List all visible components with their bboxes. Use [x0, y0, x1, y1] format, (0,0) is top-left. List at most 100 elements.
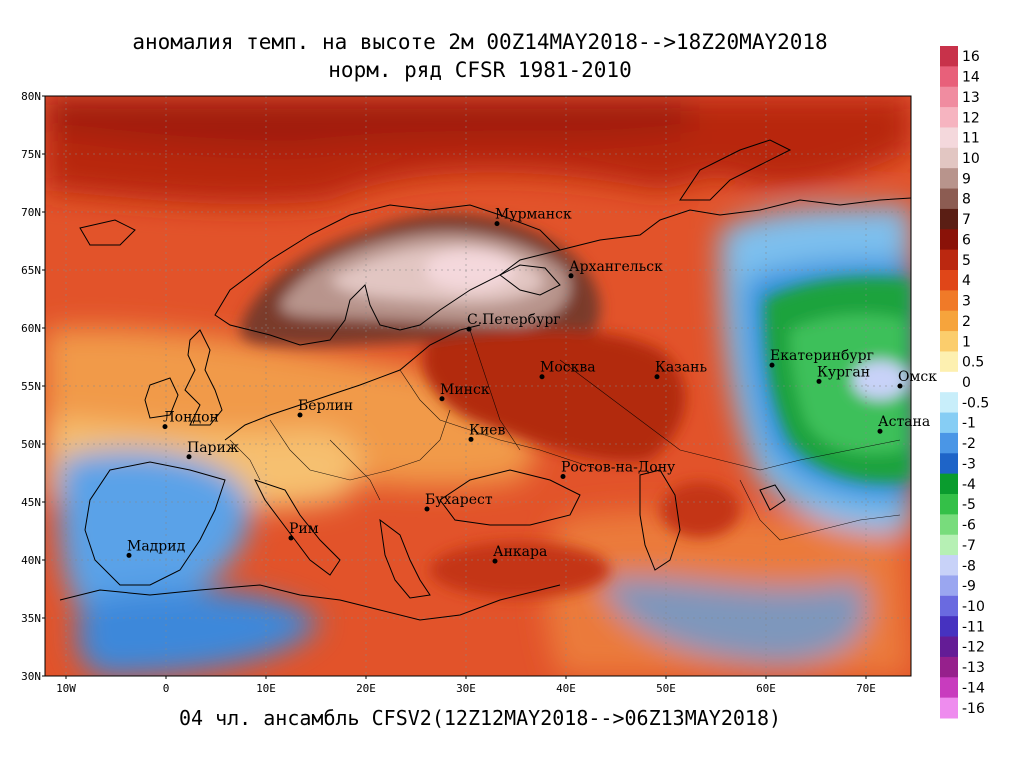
lat-tick-label: 35N [21, 612, 41, 625]
colorbar-label: -9 [962, 579, 976, 595]
city-label: Мурманск [495, 207, 572, 223]
lat-tick-label: 45N [21, 496, 41, 509]
colorbar-swatch [940, 494, 958, 515]
city-marker [297, 412, 303, 418]
lat-tick-label: 40N [21, 554, 41, 567]
colorbar-swatch [940, 514, 958, 536]
anomaly-field [45, 96, 911, 676]
city-marker [816, 378, 822, 384]
lon-tick-label: 10E [256, 682, 276, 695]
colorbar-label: -3 [962, 456, 976, 472]
colorbar-swatch [940, 534, 958, 556]
colorbar-label: 1 [962, 334, 971, 350]
lon-tick-label: 30E [456, 682, 476, 695]
colorbar-label: -6 [962, 518, 976, 534]
lon-tick-label: 40E [556, 682, 576, 695]
colorbar-swatch [940, 677, 958, 699]
city-marker [769, 362, 775, 368]
map-footer: 04 чл. ансамбль CFSV2(12Z12MAY2018-->06Z… [178, 706, 782, 730]
colorbar-label: -8 [962, 558, 976, 574]
colorbar-label: 10 [962, 151, 980, 167]
colorbar-swatch [940, 66, 958, 88]
colorbar-swatch [940, 575, 958, 597]
colorbar-label: -16 [962, 701, 985, 717]
colorbar-swatch [940, 412, 958, 434]
colorbar-swatch [940, 249, 958, 271]
city-marker [568, 273, 574, 279]
city-marker [877, 428, 883, 434]
lon-tick-label: 20E [356, 682, 376, 695]
lat-tick-label: 55N [21, 380, 41, 393]
lon-tick-label: 50E [656, 682, 676, 695]
colorbar-swatch [940, 46, 958, 67]
city-label: Париж [187, 440, 239, 456]
city-label: Архангельск [569, 259, 663, 275]
longitude-axis: 10W 0 10E 20E 30E 40E 50E 60E 70E [56, 676, 876, 695]
colorbar-swatch [940, 331, 958, 352]
city-label: Екатеринбург [770, 348, 874, 364]
colorbar-label: 12 [962, 110, 980, 126]
colorbar-label: 2 [962, 314, 971, 330]
colorbar-label: 11 [962, 131, 980, 147]
lat-tick-label: 80N [21, 90, 41, 103]
city-marker [897, 383, 903, 389]
colorbar-swatch [940, 595, 958, 617]
colorbar-label: -14 [962, 680, 985, 696]
city-label: Москва [540, 360, 596, 376]
city-label: Рим [289, 521, 319, 537]
city-marker [126, 552, 132, 558]
colorbar-label: -2 [962, 436, 976, 452]
colorbar-label: -13 [962, 660, 985, 676]
lat-tick-label: 75N [21, 148, 41, 161]
city-marker [560, 473, 566, 479]
city-labels: Мурманск Архангельск С.Петербург Москва Каза… [126, 207, 937, 564]
city-label: Бухарест [425, 492, 493, 508]
city-marker [162, 424, 168, 430]
colorbar-swatch [940, 208, 958, 230]
colorbar-label: -1 [962, 416, 976, 432]
city-label: Курган [817, 364, 870, 380]
colorbar-label: 0.5 [962, 355, 984, 371]
lat-tick-label: 60N [21, 322, 41, 335]
city-label: Астана [878, 414, 930, 430]
map-title: аномалия темп. на высоте 2м 00Z14MAY2018… [132, 30, 828, 54]
colorbar-swatch [940, 290, 958, 312]
city-marker [654, 374, 660, 380]
lon-tick-label: 60E [756, 682, 776, 695]
colorbar-label: -4 [962, 477, 976, 493]
colorbar-swatch [940, 107, 958, 128]
colorbar-label: -7 [962, 538, 976, 554]
lon-tick-label: 70E [856, 682, 876, 695]
colorbar-label: -11 [962, 619, 985, 635]
city-label: Минск [440, 382, 490, 398]
city-marker [539, 374, 545, 380]
lon-tick-label: 10W [56, 682, 76, 695]
lat-tick-label: 30N [21, 670, 41, 683]
city-marker [494, 221, 500, 227]
colorbar-swatch [940, 432, 958, 454]
lat-tick-label: 65N [21, 264, 41, 277]
city-label: С.Петербург [467, 312, 561, 328]
lat-tick-label: 70N [21, 206, 41, 219]
colorbar-swatch [940, 453, 958, 475]
colorbar-swatch [940, 473, 958, 495]
colorbar-label: -12 [962, 640, 985, 656]
colorbar-label: 3 [962, 294, 971, 310]
city-label: Казань [655, 360, 707, 376]
colorbar-label: 16 [962, 49, 980, 65]
colorbar-swatch [940, 147, 958, 169]
city-marker [439, 396, 445, 402]
city-marker [424, 506, 430, 512]
colorbar-swatch [940, 392, 958, 414]
city-marker [288, 535, 294, 541]
coastlines [59, 139, 911, 621]
city-label: Мадрид [127, 538, 186, 554]
colorbar-label: 4 [962, 273, 971, 289]
city-marker [468, 436, 474, 442]
city-label: Берлин [298, 398, 353, 414]
colorbar-label: 14 [962, 70, 980, 86]
colorbar-swatch [940, 351, 958, 373]
colorbar-label: -10 [962, 599, 985, 615]
colorbar-swatch [940, 555, 958, 576]
